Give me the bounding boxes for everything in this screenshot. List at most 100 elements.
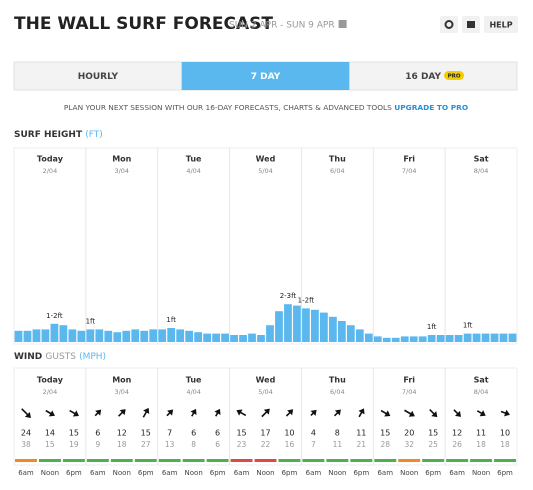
day-name: Sat [474, 376, 489, 385]
promo: PLAN YOUR NEXT SESSION WITH OUR 16-DAY F… [64, 103, 468, 112]
surf-bar [86, 329, 95, 342]
rating-bar [86, 459, 109, 462]
wind-speed: 7 [167, 429, 172, 438]
wind-speed: 11 [356, 429, 366, 438]
wind-gust: 38 [21, 440, 31, 449]
wind-arrow [333, 409, 341, 417]
surf-bar [14, 330, 23, 342]
surf-bar [481, 333, 490, 342]
surf-bar [418, 336, 427, 342]
wind-speed: 11 [476, 429, 486, 438]
surf-bar [257, 335, 265, 342]
day-date: 2/04 [43, 167, 58, 175]
surf-bar [77, 330, 86, 342]
surf-day-label: 1-2ft [298, 296, 315, 304]
wind-title: WIND [14, 352, 42, 362]
tab-active[interactable] [181, 62, 350, 90]
day-date: 7/04 [402, 167, 417, 175]
wind-speed: 15 [141, 429, 151, 438]
rating-bar [422, 459, 445, 462]
time-label: 6pm [497, 469, 513, 477]
arrow-head [167, 409, 174, 416]
upgrade-link[interactable]: UPGRADE TO PRO [394, 103, 468, 112]
rating-bar [230, 459, 253, 462]
surf-bar [284, 304, 292, 342]
wind-gust: 23 [237, 440, 247, 449]
surf-bar [239, 335, 247, 342]
wind-speed: 20 [404, 429, 414, 438]
rating-bar [278, 459, 301, 462]
wind-speed: 10 [500, 429, 510, 438]
day-name: Fri [403, 155, 415, 164]
wind-speed: 6 [215, 429, 220, 438]
help-button[interactable] [484, 16, 518, 33]
wind-speed: 15 [69, 429, 79, 438]
surf-bar [364, 333, 373, 342]
tab-label: HOURLY [78, 72, 119, 82]
wind-unit: (MPH) [79, 352, 106, 362]
day-name: Sat [474, 155, 489, 164]
surf-bar [113, 332, 122, 342]
arrow-head [190, 408, 197, 415]
wind-speed: 15 [380, 429, 390, 438]
rating-bar [446, 459, 469, 462]
surf-day-label: 2-3ft [280, 292, 297, 300]
promo-text: PLAN YOUR NEXT SESSION WITH OUR 16-DAY F… [64, 103, 392, 112]
rating-bar [62, 459, 85, 462]
wind-arrow [21, 408, 31, 418]
day-date: 3/04 [114, 388, 129, 396]
day-date: 6/04 [330, 388, 345, 396]
wind-arrow [429, 408, 438, 418]
surf-bar [508, 333, 517, 342]
day-name: Thu [329, 376, 346, 385]
surf-bar [346, 325, 355, 342]
wind-gust: 21 [357, 440, 367, 449]
wind-arrow [118, 409, 126, 417]
surf-title: SURF HEIGHT [14, 130, 83, 140]
help-label: HELP [489, 21, 512, 30]
surf-bar [104, 330, 113, 342]
day-date: 4/04 [186, 167, 201, 175]
wind-gust: 7 [311, 440, 316, 449]
surf-bar [499, 333, 508, 342]
wind-gust: 18 [117, 440, 127, 449]
surf-bar [436, 335, 445, 342]
wind-speed: 24 [21, 429, 31, 438]
surf-bar [185, 330, 194, 342]
wind-speed: 15 [236, 429, 246, 438]
surf-bar [221, 333, 229, 342]
surf-bar [311, 309, 319, 342]
date-range: SUN 2 APR - SUN 9 APR [229, 21, 335, 31]
surf-bar [472, 333, 481, 342]
day-date: 8/04 [474, 388, 489, 396]
rating-bar [350, 459, 373, 462]
day-date: 4/04 [186, 388, 201, 396]
time-label: 6am [90, 469, 106, 477]
wind-gust: 9 [95, 440, 100, 449]
wind-heading: WIND GUSTS (MPH) [14, 352, 106, 362]
surf-heading: SURF HEIGHT (FT) [14, 130, 103, 140]
wind-arrow [358, 408, 365, 418]
surf-bar [95, 329, 104, 342]
time-label: 6am [306, 469, 322, 477]
day-name: Thu [329, 155, 346, 164]
day-name: Today [37, 376, 64, 385]
wind-gust: 13 [165, 440, 175, 449]
rating-bar [254, 459, 277, 462]
arrow-head [214, 408, 221, 415]
surf-day-label: 1ft [166, 316, 176, 324]
settings-button[interactable] [440, 16, 458, 33]
surf-bar [275, 311, 283, 342]
surf-bar [122, 330, 131, 342]
gear-icon [444, 20, 454, 29]
wind-gust: 15 [45, 440, 55, 449]
rating-bar [398, 459, 421, 462]
time-label: 6pm [138, 469, 154, 477]
wind-arrow [476, 410, 486, 417]
rating-bar [158, 459, 181, 462]
wind-arrow [94, 409, 102, 417]
surf-bar [382, 337, 391, 342]
surf-bar [41, 329, 50, 342]
wind-gust: 6 [215, 440, 220, 449]
